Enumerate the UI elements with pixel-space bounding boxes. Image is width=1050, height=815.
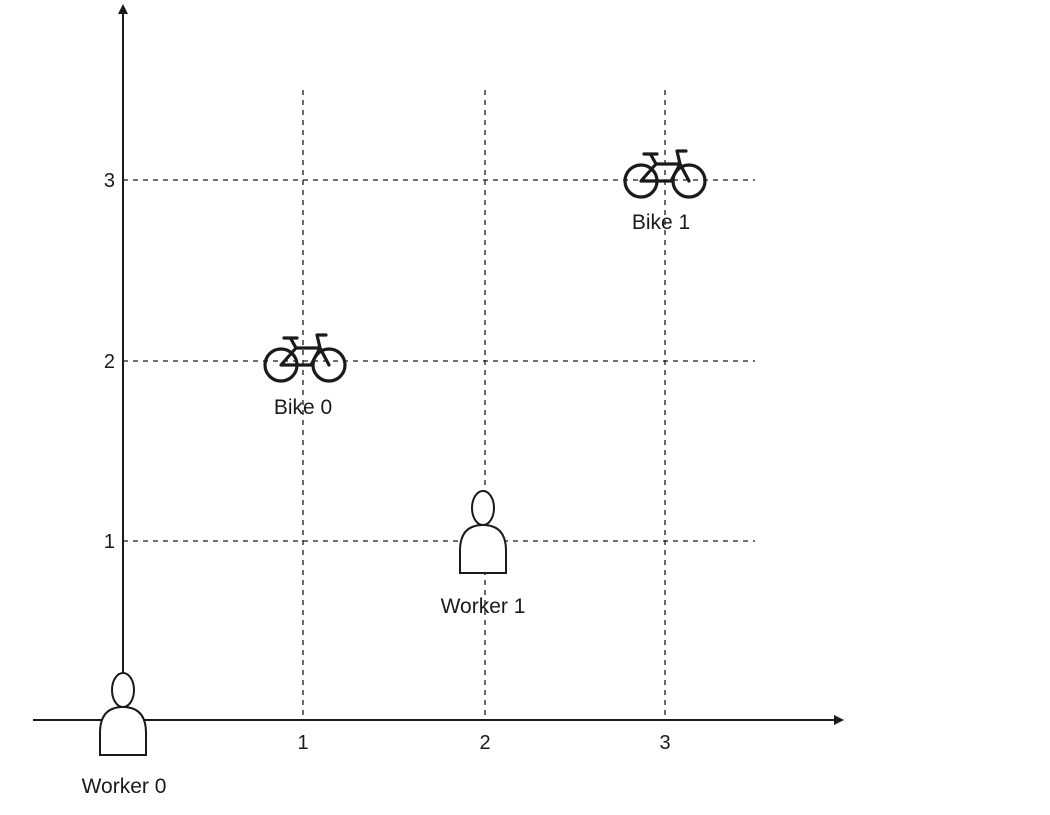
bike-label: Bike 0: [274, 396, 332, 419]
x-tick-labels: 1 2 3: [297, 732, 670, 754]
y-tick-label: 3: [104, 170, 115, 192]
y-tick-label: 2: [104, 351, 115, 373]
grid-lines: [123, 90, 755, 720]
x-tick-label: 2: [479, 732, 490, 754]
y-tick-labels: 1 2 3: [104, 170, 115, 553]
bicycle-icon: [263, 333, 347, 383]
bike-label: Bike 1: [632, 211, 690, 234]
y-tick-label: 1: [104, 531, 115, 553]
worker-label: Worker 0: [82, 775, 167, 798]
person-icon: [459, 490, 507, 574]
person-icon: [99, 672, 147, 756]
worker-1: Worker 1: [441, 490, 526, 618]
x-tick-label: 3: [659, 732, 670, 754]
bike-0: Bike 0: [263, 333, 347, 419]
x-tick-label: 1: [297, 732, 308, 754]
worker-0: Worker 0: [82, 672, 167, 798]
bike-1: Bike 1: [623, 149, 707, 234]
worker-label: Worker 1: [441, 595, 526, 618]
